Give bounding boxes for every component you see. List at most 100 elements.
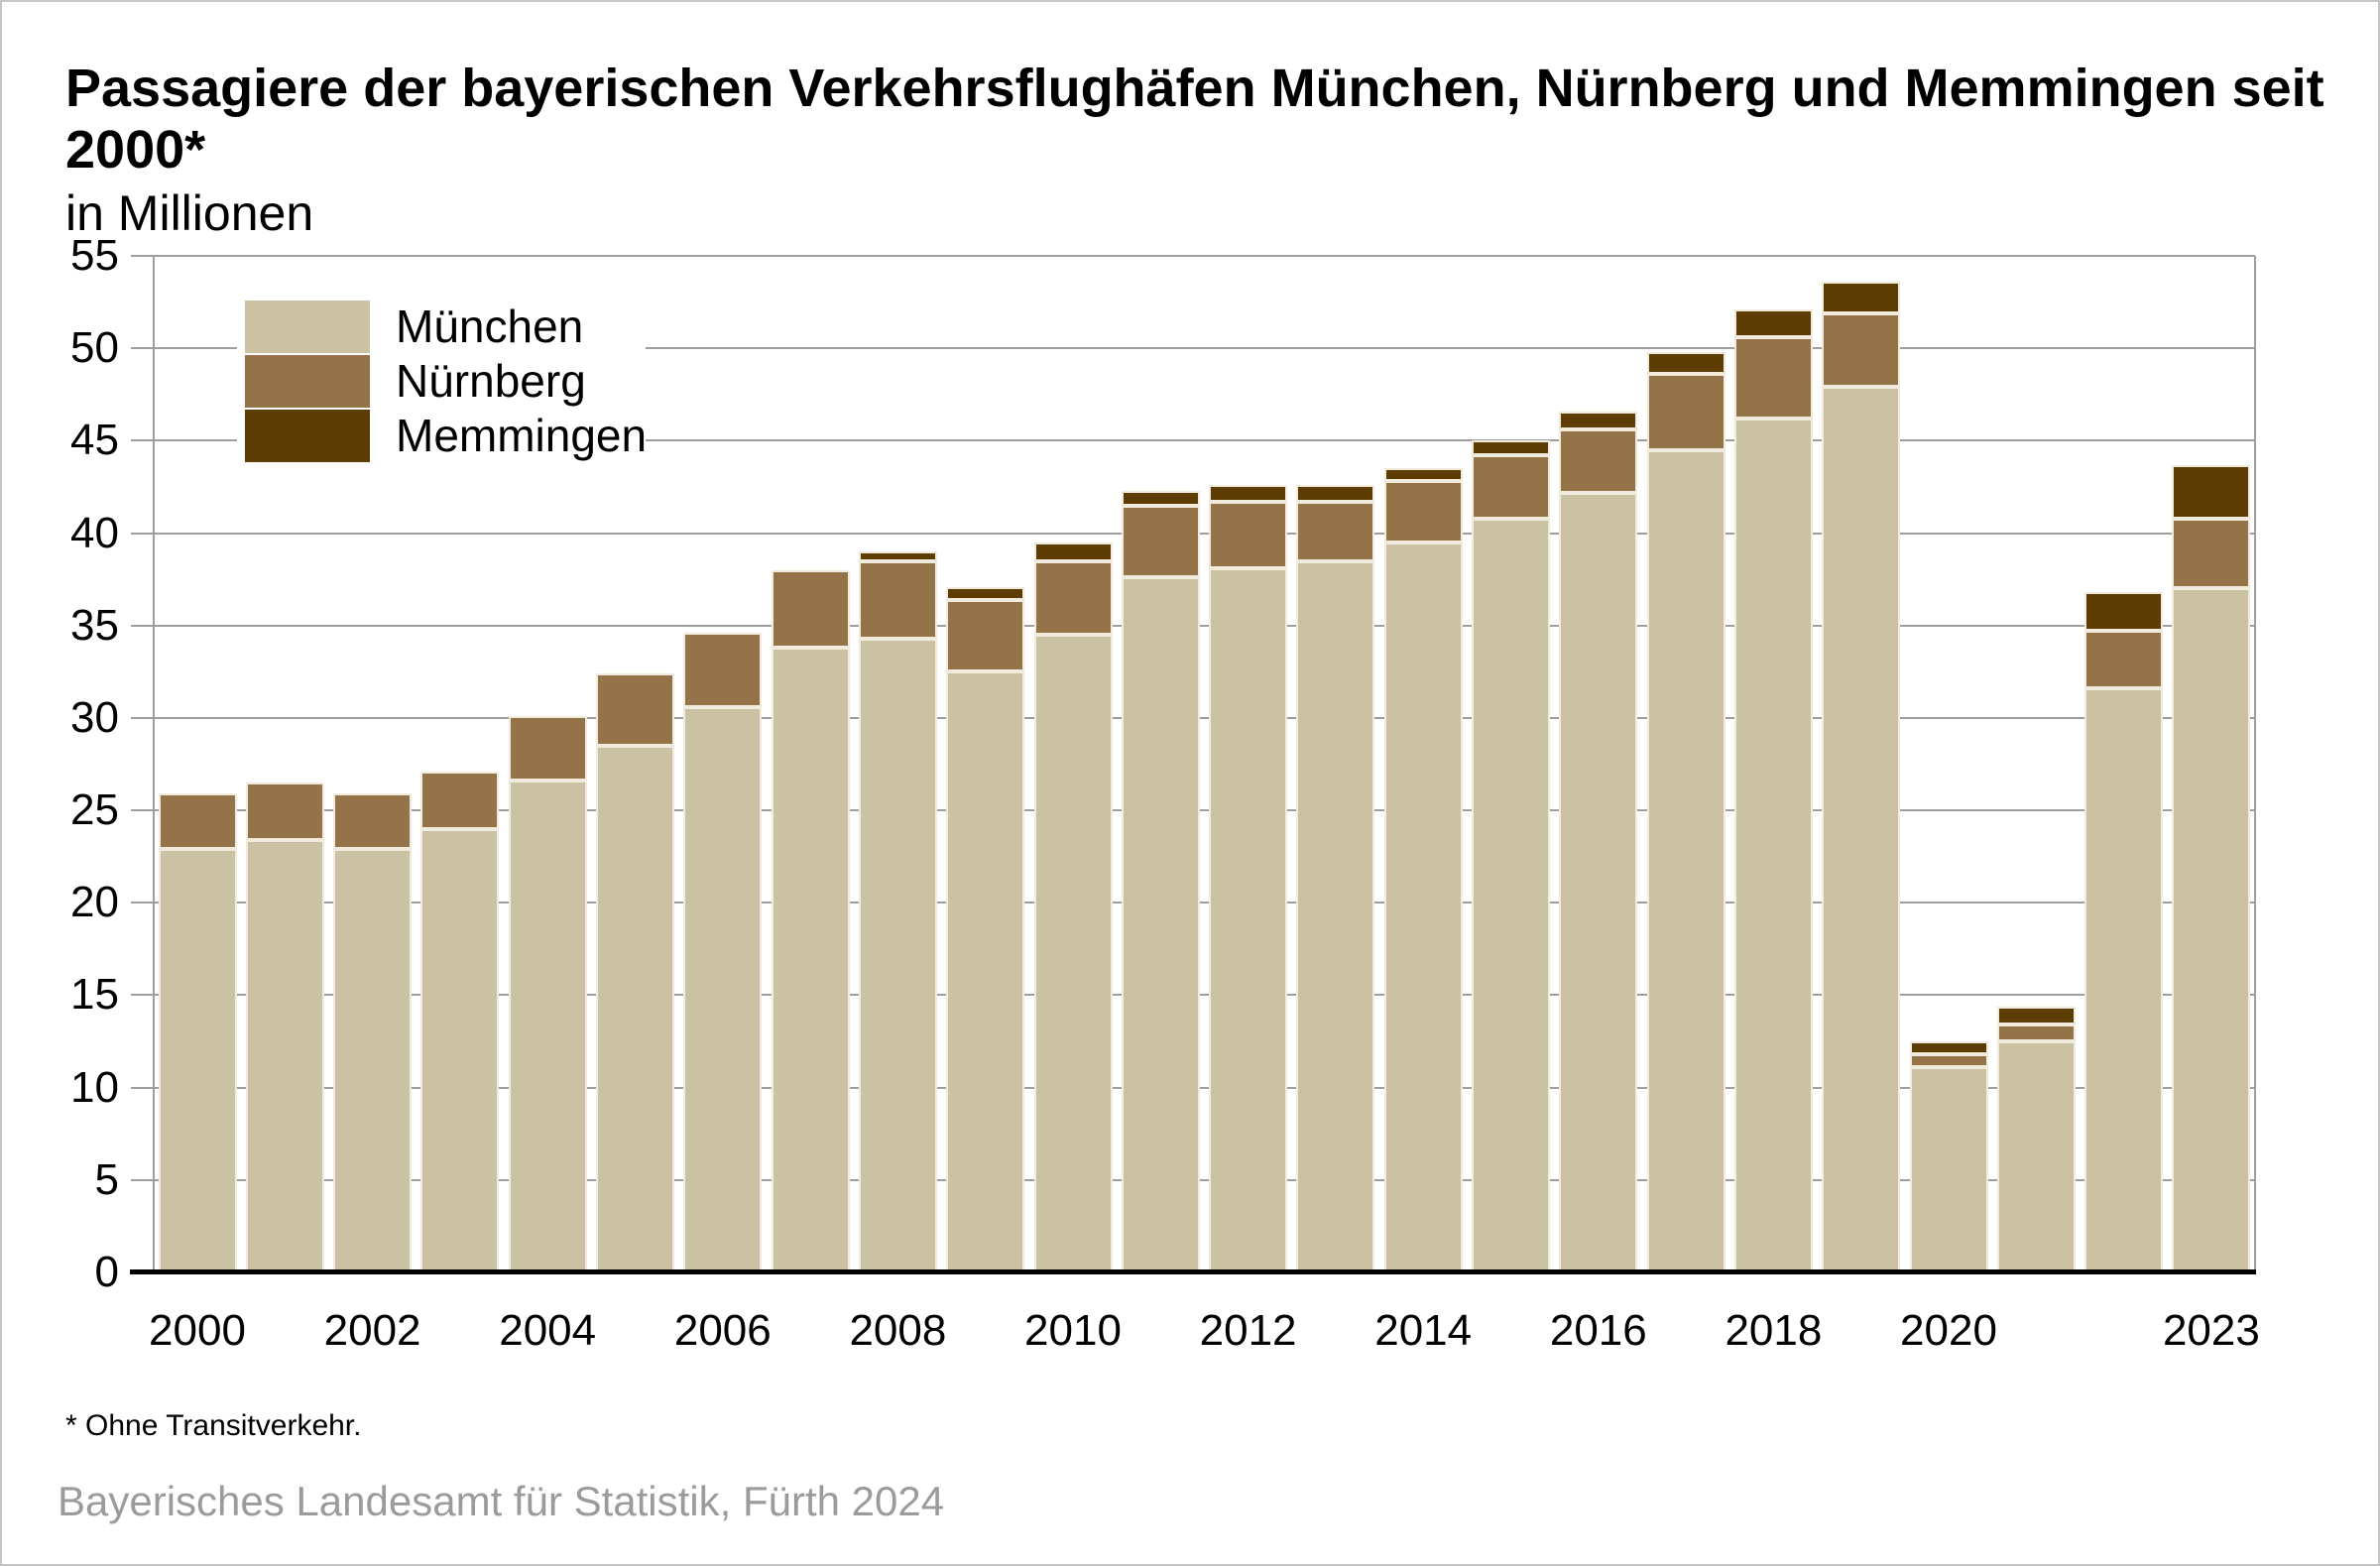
bar-2008	[858, 551, 937, 1272]
bar-2013	[1296, 485, 1375, 1272]
bar-segment-2016-München	[1559, 492, 1638, 1272]
y-tick-label-25: 25	[70, 785, 119, 835]
bar-segment-2014-München	[1383, 542, 1463, 1272]
bar-segment-2021-Nürnberg	[1996, 1024, 2076, 1042]
bar-segment-2018-Nürnberg	[1733, 337, 1813, 419]
bar-segment-2004-München	[508, 781, 587, 1272]
bar-segment-2022-München	[2084, 688, 2164, 1272]
bar-segment-2005-Nürnberg	[596, 673, 674, 746]
y-tick-label-35: 35	[70, 600, 119, 650]
bar-2023	[2172, 464, 2251, 1272]
bar-segment-2000-München	[158, 849, 237, 1272]
bar-segment-2018-Memmingen	[1733, 309, 1813, 337]
chart-title: Passagiere der bayerischen Verkehrsflugh…	[65, 59, 2324, 180]
y-tick-20	[131, 902, 154, 904]
y-tick-40	[131, 532, 154, 535]
gridline-50	[154, 347, 2255, 350]
bar-segment-2015-Memmingen	[1472, 440, 1550, 456]
gridline-35	[154, 624, 2255, 627]
bar-2003	[420, 771, 500, 1272]
plot-left-border	[153, 256, 155, 1272]
bar-segment-2012-Nürnberg	[1209, 501, 1288, 568]
bar-segment-2017-München	[1646, 449, 1726, 1272]
gridline-45	[154, 439, 2255, 442]
plot-area	[153, 255, 2256, 1272]
bar-2021	[1996, 1006, 2076, 1272]
bar-2012	[1209, 485, 1288, 1272]
bar-2015	[1472, 440, 1550, 1272]
y-tick-label-45: 45	[70, 416, 119, 465]
bar-segment-2016-Memmingen	[1559, 411, 1638, 430]
x-tick-label-2010: 2010	[1024, 1306, 1122, 1355]
bar-segment-2003-Nürnberg	[420, 771, 500, 829]
bar-segment-2020-Nürnberg	[1909, 1054, 1988, 1068]
legend-label-Nürnberg: Nürnberg	[396, 355, 586, 407]
bar-segment-2006-Nürnberg	[683, 633, 763, 707]
y-tick-label-30: 30	[70, 692, 119, 742]
x-axis-line	[130, 1269, 2256, 1274]
bar-segment-2012-München	[1209, 567, 1288, 1272]
bar-segment-2001-Nürnberg	[245, 783, 324, 840]
bar-2010	[1033, 542, 1113, 1272]
y-tick-label-0: 0	[94, 1248, 119, 1296]
chart-subtitle: in Millionen	[65, 185, 314, 241]
bar-segment-2014-Nürnberg	[1383, 481, 1463, 542]
bar-2011	[1121, 490, 1200, 1272]
y-tick-30	[131, 716, 154, 719]
x-tick-label-2000: 2000	[149, 1306, 246, 1355]
bar-2001	[245, 783, 324, 1272]
bar-segment-2000-Nürnberg	[158, 793, 237, 850]
y-tick-35	[131, 624, 154, 627]
gridline-10	[154, 1086, 2255, 1089]
bar-segment-2023-Memmingen	[2172, 464, 2251, 519]
plot-right-border	[2254, 256, 2256, 1272]
bar-segment-2023-München	[2172, 588, 2251, 1272]
legend: München Nürnberg Memmingen	[237, 288, 648, 478]
y-tick-55	[131, 255, 154, 257]
gridline-55	[154, 255, 2255, 257]
y-tick-label-55: 55	[70, 231, 119, 280]
bar-segment-2007-Nürnberg	[771, 569, 850, 649]
bar-2004	[508, 716, 587, 1272]
bar-segment-2009-München	[946, 671, 1025, 1272]
x-tick-label-2023: 2023	[2162, 1306, 2260, 1355]
bar-segment-2019-Memmingen	[1822, 282, 1901, 313]
x-tick-label-2014: 2014	[1374, 1306, 1473, 1355]
bar-segment-2010-Nürnberg	[1033, 560, 1113, 636]
bar-segment-2021-Memmingen	[1996, 1006, 2076, 1025]
bar-segment-2016-Nürnberg	[1559, 429, 1638, 493]
gridline-25	[154, 809, 2255, 812]
bar-segment-2008-München	[858, 638, 937, 1272]
bar-segment-2011-Nürnberg	[1121, 505, 1200, 578]
bar-segment-2013-München	[1296, 560, 1375, 1272]
bar-segment-2002-München	[333, 849, 413, 1272]
gridline-40	[154, 532, 2255, 535]
bar-2007	[771, 569, 850, 1272]
bar-segment-2023-Nürnberg	[2172, 518, 2251, 589]
bar-segment-2007-München	[771, 648, 850, 1272]
gridline-20	[154, 902, 2255, 904]
bar-segment-2020-München	[1909, 1067, 1988, 1272]
y-tick-label-5: 5	[94, 1154, 119, 1204]
x-tick-label-2020: 2020	[1900, 1306, 1997, 1355]
footnote: * Ohne Transitverkehr.	[65, 1409, 362, 1442]
legend-label-Memmingen: Memmingen	[396, 410, 648, 461]
bar-2006	[683, 633, 763, 1272]
bar-2022	[2084, 592, 2164, 1272]
bar-segment-2001-München	[245, 839, 324, 1272]
y-tick-label-40: 40	[70, 508, 119, 557]
legend-label-München: München	[396, 301, 584, 352]
bar-segment-2013-Nürnberg	[1296, 501, 1375, 561]
bar-segment-2013-Memmingen	[1296, 485, 1375, 502]
bar-segment-2017-Memmingen	[1646, 351, 1726, 375]
bar-2016	[1559, 411, 1638, 1272]
bar-segment-2008-Memmingen	[858, 551, 937, 561]
x-tick-label-2006: 2006	[673, 1306, 772, 1355]
bar-segment-2017-Nürnberg	[1646, 374, 1726, 450]
y-tick-50	[131, 347, 154, 350]
x-tick-label-2016: 2016	[1549, 1306, 1647, 1355]
gridline-5	[154, 1178, 2255, 1181]
y-tick-label-15: 15	[70, 970, 119, 1020]
y-tick-45	[131, 439, 154, 442]
bar-segment-2010-Memmingen	[1033, 542, 1113, 561]
